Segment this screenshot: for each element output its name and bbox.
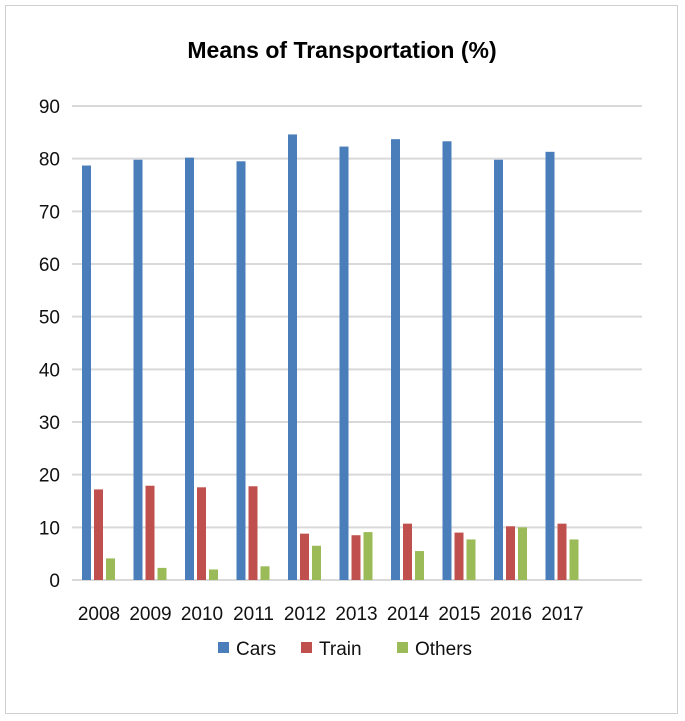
bars [82, 134, 579, 581]
x-tick-label: 2008 [78, 604, 120, 625]
y-tick-label: 50 [39, 308, 60, 329]
bar-others-2009 [157, 567, 167, 580]
y-tick-label: 20 [39, 466, 60, 487]
legend-swatch-cars [218, 642, 229, 653]
bar-train-2013 [351, 535, 361, 580]
legend-swatch-others [397, 642, 408, 653]
bar-others-2014 [415, 551, 424, 580]
bar-train-2014 [403, 523, 412, 580]
bar-cars-2017 [545, 151, 555, 580]
bar-train-2011 [248, 486, 258, 580]
bar-train-2010 [197, 487, 206, 580]
bar-others-2012 [312, 545, 321, 580]
bar-others-2017 [569, 539, 579, 580]
bar-cars-2009 [133, 159, 143, 580]
y-tick-label: 60 [39, 255, 60, 276]
bar-train-2012 [300, 533, 309, 580]
bar-cars-2011 [236, 161, 246, 581]
bar-cars-2015 [442, 141, 452, 580]
bar-others-2010 [209, 569, 218, 580]
x-tick-label: 2010 [181, 604, 223, 625]
bar-train-2016 [506, 526, 515, 580]
x-tick-label: 2009 [129, 604, 171, 625]
x-tick-label: 2016 [490, 604, 532, 625]
x-tick-label: 2014 [387, 604, 430, 625]
x-tick-label: 2015 [438, 604, 480, 625]
bar-train-2008 [94, 489, 103, 580]
y-tick-label: 10 [39, 518, 60, 539]
gridlines [72, 105, 642, 581]
y-axis: 0 10 20 30 40 50 60 70 80 90 [39, 97, 60, 592]
x-tick-label: 2013 [335, 604, 377, 625]
bar-cars-2016 [494, 159, 503, 580]
y-tick-label: 40 [39, 360, 60, 381]
legend-label-cars: Cars [236, 639, 276, 660]
x-axis: 2008 2009 2010 2011 2012 2013 2014 2015 2016 2017 [78, 604, 584, 625]
bar-others-2013 [363, 532, 373, 580]
legend-label-others: Others [415, 639, 472, 660]
bar-others-2011 [260, 566, 270, 580]
x-tick-label: 2011 [233, 604, 274, 625]
y-tick-label: 0 [49, 571, 60, 592]
bar-others-2016 [518, 527, 527, 580]
y-tick-label: 90 [39, 97, 60, 118]
x-tick-label: 2012 [284, 604, 326, 625]
bar-train-2009 [145, 485, 155, 580]
bar-others-2008 [106, 558, 115, 580]
bar-train-2017 [557, 523, 567, 580]
bar-others-2015 [466, 539, 476, 580]
bar-train-2015 [454, 532, 464, 580]
x-tick-label: 2017 [541, 604, 583, 625]
y-tick-label: 30 [39, 413, 60, 434]
legend: Cars Train Others [218, 639, 472, 660]
bar-cars-2008 [82, 165, 91, 580]
bar-cars-2012 [288, 134, 297, 580]
bar-cars-2013 [339, 146, 349, 580]
bar-cars-2010 [185, 157, 194, 580]
chart-title: Means of Transportation (%) [187, 37, 496, 63]
y-tick-label: 80 [39, 150, 60, 171]
legend-label-train: Train [319, 639, 362, 660]
legend-swatch-train [301, 642, 312, 653]
y-tick-label: 70 [39, 202, 60, 223]
bar-cars-2014 [391, 139, 400, 580]
